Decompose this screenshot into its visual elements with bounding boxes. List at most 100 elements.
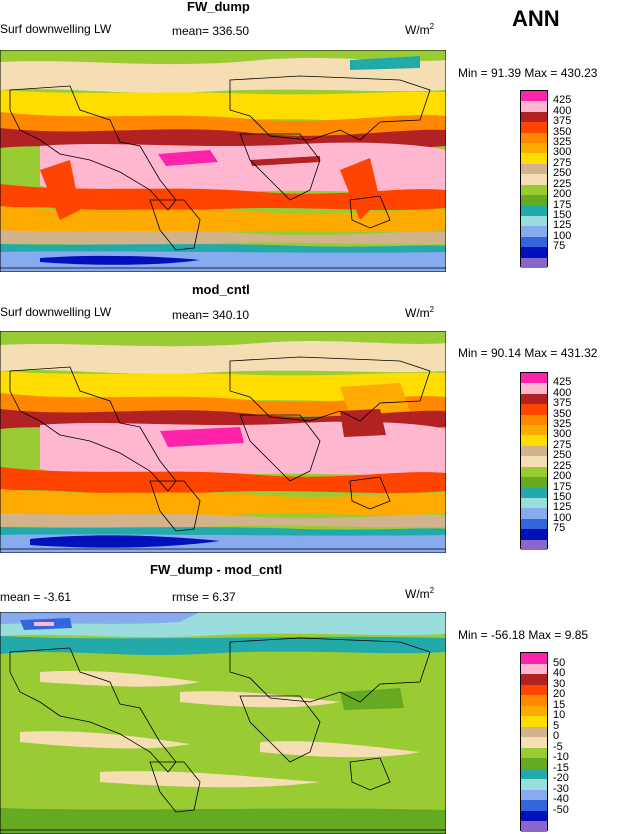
colorbar-cell bbox=[521, 163, 547, 175]
panel-title: FW_dump - mod_cntl bbox=[150, 562, 283, 577]
colorbar-cell bbox=[521, 663, 547, 675]
colorbar-cell bbox=[521, 414, 547, 426]
colorbar-tick-label: 275 bbox=[553, 156, 572, 169]
colorbar-tick-label: -10 bbox=[553, 751, 569, 764]
mean-label: mean = -3.61 bbox=[0, 590, 72, 604]
colorbar-cell bbox=[521, 518, 547, 530]
minmax-label: Min = 90.14 Max = 431.32 bbox=[458, 346, 598, 360]
colorbar-cell bbox=[521, 425, 547, 436]
colorbar-cell bbox=[521, 435, 547, 446]
colorbar-tick-label: 325 bbox=[553, 418, 572, 431]
colorbar-cell bbox=[521, 716, 547, 727]
colorbar-tick-label: -20 bbox=[553, 772, 569, 785]
colorbar-cell bbox=[521, 195, 547, 206]
colorbar-tick-label: 200 bbox=[553, 188, 572, 201]
colorbar-tick-label: 100 bbox=[553, 511, 572, 524]
colorbar bbox=[520, 652, 548, 832]
colorbar-tick-label: 10 bbox=[553, 709, 566, 722]
colorbar-cell bbox=[521, 768, 547, 780]
colorbar-tick-label: 225 bbox=[553, 177, 572, 190]
colorbar-cell bbox=[521, 789, 547, 801]
colorbar-cell bbox=[521, 111, 547, 123]
colorbar-cell bbox=[521, 445, 547, 457]
colorbar-cell bbox=[521, 821, 547, 832]
colorbar-tick-label: 50 bbox=[553, 656, 566, 669]
colorbar-cell bbox=[521, 226, 547, 237]
colorbar-cell bbox=[521, 174, 547, 185]
colorbar-cell bbox=[521, 393, 547, 405]
colorbar-cell bbox=[521, 132, 547, 144]
minmax-label: Min = 91.39 Max = 430.23 bbox=[458, 66, 598, 80]
colorbar-cell bbox=[521, 91, 547, 102]
colorbar-cell bbox=[521, 684, 547, 696]
colorbar-tick-label: 350 bbox=[553, 125, 572, 138]
colorbar-tick-label: 300 bbox=[553, 146, 572, 159]
colorbar-cell bbox=[521, 800, 547, 811]
units-label: W/m2 bbox=[405, 22, 435, 37]
colorbar-tick-label: 75 bbox=[553, 522, 566, 535]
colorbar-tick-label: 125 bbox=[553, 501, 572, 514]
colorbar-cell bbox=[521, 257, 547, 268]
colorbar-tick-label: 20 bbox=[553, 688, 566, 701]
colorbar-tick-label: 375 bbox=[553, 115, 572, 128]
colorbar-cell bbox=[521, 508, 547, 519]
colorbar-tick-label: 250 bbox=[553, 449, 572, 462]
colorbar-cell bbox=[521, 758, 547, 769]
colorbar-tick-label: 100 bbox=[553, 229, 572, 242]
colorbar-tick-label: -15 bbox=[553, 761, 569, 774]
colorbar-tick-label: -30 bbox=[553, 782, 569, 795]
units-label: W/m2 bbox=[405, 586, 435, 601]
panel-title: FW_dump bbox=[187, 0, 250, 14]
colorbar-cell bbox=[521, 466, 547, 478]
colorbar-tick-label: 400 bbox=[553, 386, 572, 399]
colorbar bbox=[520, 372, 548, 550]
colorbar-tick-label: 75 bbox=[553, 240, 566, 253]
colorbar-tick-label: 275 bbox=[553, 438, 572, 451]
colorbar-tick-label: 5 bbox=[553, 719, 560, 732]
colorbar-cell bbox=[521, 236, 547, 248]
variable-label: Surf downwelling LW bbox=[0, 305, 112, 319]
colorbar-tick-label: -50 bbox=[553, 803, 569, 816]
colorbar-cell bbox=[521, 205, 547, 216]
rmse-label: rmse = 6.37 bbox=[172, 590, 236, 604]
mean-label: mean= 336.50 bbox=[172, 24, 250, 38]
colorbar-cell bbox=[521, 726, 547, 738]
colorbar-cell bbox=[521, 653, 547, 664]
colorbar-cell bbox=[521, 373, 547, 384]
units-label: W/m2 bbox=[405, 305, 435, 320]
colorbar-tick-label: -5 bbox=[553, 740, 563, 753]
season-label: ANN bbox=[512, 6, 560, 31]
colorbar-cell bbox=[521, 539, 547, 550]
map-plot bbox=[0, 612, 446, 834]
colorbar-cell bbox=[521, 497, 547, 509]
colorbar-cell bbox=[521, 456, 547, 467]
map-plot bbox=[0, 331, 446, 553]
colorbar-tick-label: 175 bbox=[553, 480, 572, 493]
colorbar-tick-label: 400 bbox=[553, 104, 572, 117]
colorbar-tick-label: 250 bbox=[553, 167, 572, 180]
colorbar-tick-label: 325 bbox=[553, 136, 572, 149]
colorbar-tick-label: 425 bbox=[553, 94, 572, 107]
colorbar-cell bbox=[521, 487, 547, 498]
colorbar-cell bbox=[521, 810, 547, 822]
colorbar-cell bbox=[521, 674, 547, 685]
colorbar-cell bbox=[521, 122, 547, 133]
colorbar-cell bbox=[521, 184, 547, 196]
colorbar-cell bbox=[521, 747, 547, 759]
colorbar-tick-label: 225 bbox=[553, 459, 572, 472]
colorbar-tick-label: 150 bbox=[553, 208, 572, 221]
colorbar-tick-label: 40 bbox=[553, 667, 566, 680]
colorbar-cell bbox=[521, 779, 547, 790]
panel-title: mod_cntl bbox=[192, 282, 250, 297]
colorbar-tick-label: 200 bbox=[553, 470, 572, 483]
colorbar-tick-label: 125 bbox=[553, 219, 572, 232]
colorbar-tick-label: 175 bbox=[553, 198, 572, 211]
colorbar-tick-label: 15 bbox=[553, 698, 566, 711]
colorbar-cell bbox=[521, 705, 547, 717]
colorbar-tick-label: 30 bbox=[553, 677, 566, 690]
colorbar-cell bbox=[521, 383, 547, 394]
colorbar-cell bbox=[521, 477, 547, 488]
colorbar-tick-label: 375 bbox=[553, 397, 572, 410]
colorbar-tick-label: 350 bbox=[553, 407, 572, 420]
colorbar-tick-label: 0 bbox=[553, 730, 560, 743]
